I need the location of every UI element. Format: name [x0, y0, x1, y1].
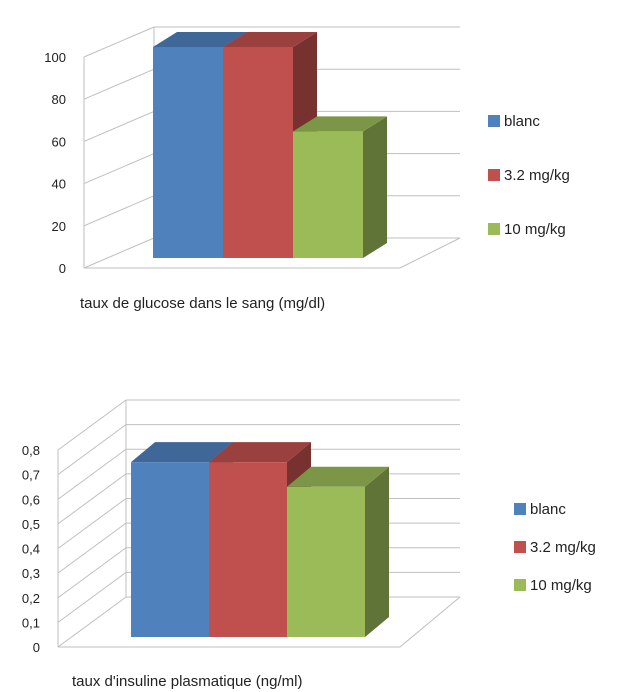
insulin-legend-label-2: 10 mg/kg — [530, 577, 592, 594]
glucose-bar-side-2 — [363, 116, 387, 259]
insulin-gridline-side — [57, 547, 127, 599]
insulin-bar-2 — [287, 486, 365, 637]
insulin-bar-top-0 — [131, 442, 233, 463]
glucose-bar-top-1 — [223, 32, 317, 47]
insulin-ytick-label: 0,8 — [22, 443, 40, 458]
insulin-gridline-side — [57, 498, 127, 549]
insulin-ytick-label: 0,1 — [22, 615, 40, 630]
glucose-ytick-label: 40 — [52, 177, 66, 192]
insulin-bar-1 — [209, 462, 287, 637]
insulin-ytick-label: 0 — [33, 640, 40, 655]
glucose-bar-top-0 — [153, 32, 247, 47]
insulin-xlabel: taux d'insuline plasmatique (ng/ml) — [72, 673, 302, 690]
insulin-gridline-side — [57, 522, 127, 574]
insulin-gridline-side — [57, 424, 127, 476]
insulin-gridline-side — [57, 448, 127, 500]
glucose-gridline-side — [83, 237, 155, 269]
insulin-gridline-side — [57, 473, 127, 525]
glucose-gridline-side — [83, 26, 155, 58]
glucose-legend-swatch-1 — [488, 169, 500, 181]
glucose-ytick-label: 20 — [52, 219, 66, 234]
glucose-chart: 0 20 40 60 80 100 blanc 3.2 mg/kg 10 mg/kg taux d… — [0, 0, 621, 340]
insulin-chart: 0 0,1 0,2 0,3 0,4 0,5 0,6 0,7 0,8 blanc 3.2 mg/kg 1… — [0, 380, 621, 692]
insulin-ytick-label: 0,5 — [22, 517, 40, 532]
glucose-ytick-label: 0 — [59, 261, 66, 276]
insulin-floor — [58, 596, 461, 648]
glucose-gridline-side — [83, 68, 155, 100]
glucose-legend-label-2: 10 mg/kg — [504, 221, 566, 238]
glucose-ytick-label: 80 — [52, 92, 66, 107]
glucose-bar-top-2 — [293, 116, 387, 132]
glucose-bar-2 — [293, 131, 363, 258]
glucose-bar-1 — [223, 47, 293, 258]
glucose-gridline-side — [83, 110, 155, 142]
glucose-legend-swatch-2 — [488, 223, 500, 235]
insulin-ytick-label: 0,3 — [22, 566, 40, 581]
glucose-gridline-side — [83, 195, 155, 227]
glucose-gridline-side — [83, 153, 155, 185]
insulin-legend-swatch-0 — [514, 503, 526, 515]
glucose-ytick-label: 60 — [52, 134, 66, 149]
glucose-ytick-label: 100 — [44, 50, 66, 65]
glucose-legend-swatch-0 — [488, 115, 500, 127]
glucose-legend-label-1: 3.2 mg/kg — [504, 167, 570, 184]
insulin-legend-label-0: blanc — [530, 501, 566, 518]
insulin-legend-label-1: 3.2 mg/kg — [530, 539, 596, 556]
insulin-gridline-side — [57, 596, 127, 648]
glucose-legend-label-0: blanc — [504, 113, 540, 130]
insulin-gridline-side — [57, 571, 127, 623]
insulin-legend-swatch-1 — [514, 541, 526, 553]
insulin-bar-0 — [131, 462, 209, 637]
insulin-chart-svg: 0 0,1 0,2 0,3 0,4 0,5 0,6 0,7 0,8 blanc 3.2 mg/kg 1… — [22, 399, 596, 690]
insulin-ytick-label: 0,4 — [22, 542, 40, 557]
insulin-bar-top-1 — [209, 442, 311, 463]
insulin-gridline-side — [57, 399, 127, 451]
insulin-ytick-label: 0,7 — [22, 468, 40, 483]
glucose-chart-svg: 0 20 40 60 80 100 blanc 3.2 mg/kg 10 mg/kg taux d… — [44, 26, 570, 312]
insulin-ytick-label: 0,2 — [22, 591, 40, 606]
insulin-bar-top-2 — [287, 466, 389, 487]
insulin-bar-side-2 — [365, 466, 389, 637]
glucose-xlabel: taux de glucose dans le sang (mg/dl) — [80, 295, 325, 312]
insulin-ytick-label: 0,6 — [22, 492, 40, 507]
glucose-bar-0 — [153, 47, 223, 258]
glucose-floor — [84, 237, 461, 269]
insulin-legend-swatch-2 — [514, 579, 526, 591]
